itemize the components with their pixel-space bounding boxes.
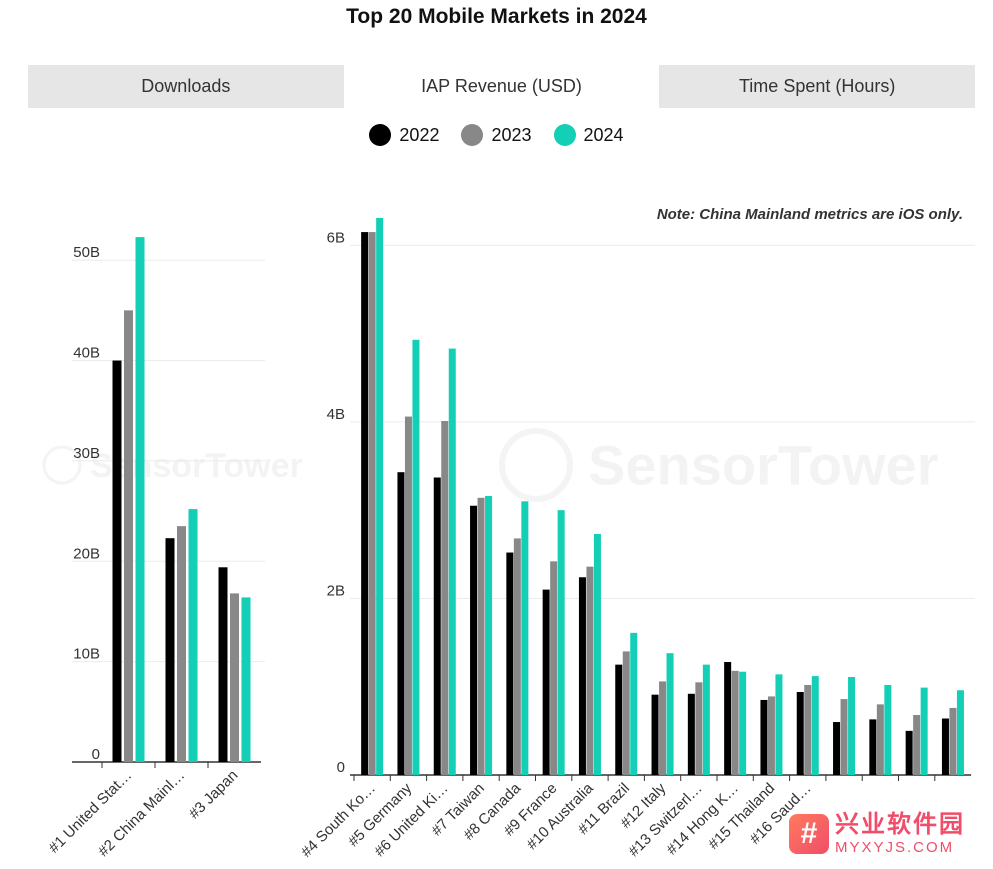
tab-time-spent[interactable]: Time Spent (Hours) (738, 76, 896, 96)
bar-2023-13 (804, 684, 812, 775)
bar-2023-5 (513, 538, 521, 775)
bar-2022-9 (651, 694, 659, 775)
y-tick-label: 2B (327, 582, 345, 599)
bar-2024-17 (956, 690, 964, 775)
legend-swatch-2024 (553, 124, 576, 146)
badge-url: MYXYJS.COM (835, 839, 955, 856)
legend: 2022 2023 2024 (0, 121, 993, 149)
bar-2022-1 (361, 232, 369, 775)
bar-2022-16 (905, 730, 913, 775)
bar-2022-3 (218, 567, 228, 762)
bar-2024-8 (630, 632, 638, 775)
bar-2024-7 (593, 533, 601, 775)
badge-text: 兴业软件园 (835, 811, 965, 838)
bar-2022-2 (165, 538, 175, 762)
watermark-icon (42, 445, 82, 485)
bar-2022-17 (941, 718, 949, 775)
y-tick-label: 0 (337, 759, 345, 776)
bar-2024-1 (135, 237, 145, 763)
bar-2023-9 (659, 681, 667, 775)
bar-2023-1 (368, 232, 376, 775)
bar-2023-12 (767, 696, 775, 775)
bar-2022-3 (433, 477, 441, 775)
bar-2022-14 (833, 722, 841, 775)
bar-2022-7 (578, 577, 586, 775)
bar-2024-3 (241, 597, 251, 762)
y-tick-label: 30B (73, 445, 100, 462)
y-tick-label: 20B (73, 545, 100, 562)
bar-2024-10 (702, 664, 710, 775)
bar-2023-17 (949, 707, 957, 775)
bar-2022-1 (112, 360, 122, 762)
y-tick-label: 0 (92, 746, 100, 763)
bar-2024-6 (557, 510, 565, 775)
legend-label-2022: 2022 (399, 124, 440, 145)
bar-2023-11 (731, 670, 739, 775)
bar-2022-4 (470, 505, 478, 775)
bar-2022-6 (542, 589, 550, 775)
bar-2024-11 (739, 671, 747, 775)
bar-2024-4 (485, 496, 493, 775)
bar-2024-1 (376, 217, 384, 775)
watermark-icon (498, 427, 574, 503)
bar-2024-5 (521, 501, 529, 775)
bar-2022-11 (724, 662, 732, 775)
site-badge: # 兴业软件园 MYXYJS.COM (789, 806, 987, 862)
y-tick-label: 10B (73, 646, 100, 663)
bar-2022-12 (760, 699, 768, 775)
bar-2023-2 (404, 416, 412, 775)
legend-item-2023[interactable]: 2023 (461, 124, 532, 146)
bar-2023-3 (441, 420, 449, 775)
category-label: #3 Japan (186, 767, 242, 823)
bar-2024-13 (811, 676, 819, 775)
hash-logo-icon: # (789, 814, 829, 854)
bar-2024-16 (920, 687, 928, 775)
chart-note: Note: China Mainland metrics are iOS onl… (657, 206, 963, 223)
y-tick-label: 4B (327, 406, 345, 423)
watermark-text: SensorTower (588, 434, 939, 497)
y-tick-label: 50B (73, 244, 100, 261)
legend-label-2023: 2023 (491, 124, 532, 145)
bar-2022-5 (506, 552, 514, 775)
bar-2023-16 (913, 714, 921, 775)
bar-2023-7 (586, 566, 594, 775)
y-tick-label: 6B (327, 229, 345, 246)
y-tick-label: 40B (73, 345, 100, 362)
bar-2023-3 (230, 593, 239, 762)
tab-iap-revenue[interactable]: IAP Revenue (USD) (343, 65, 660, 108)
bar-2022-10 (687, 693, 695, 775)
bar-2024-14 (848, 677, 856, 775)
legend-swatch-2023 (461, 124, 484, 146)
bar-2023-10 (695, 682, 703, 775)
bar-2024-12 (775, 674, 783, 775)
bar-2022-8 (615, 664, 623, 775)
bar-2023-2 (177, 526, 186, 762)
legend-label-2024: 2024 (583, 124, 624, 145)
bar-2023-6 (550, 561, 558, 775)
bar-2023-4 (477, 497, 485, 775)
legend-swatch-2022 (369, 124, 392, 146)
watermark-text: SensorTower (90, 447, 303, 485)
bar-2024-9 (666, 653, 674, 775)
bar-2024-2 (412, 339, 420, 775)
bar-2024-15 (884, 684, 892, 775)
metric-tabs: Downloads IAP Revenue (USD) Time Spent (… (28, 65, 975, 108)
legend-item-2022[interactable]: 2022 (369, 124, 439, 146)
bar-2022-13 (796, 692, 804, 775)
bar-2024-3 (448, 348, 456, 775)
bar-2023-14 (840, 699, 848, 775)
bar-2023-8 (622, 651, 630, 775)
bar-2024-2 (188, 509, 198, 762)
bar-2022-15 (869, 719, 877, 775)
tab-downloads[interactable]: Downloads (141, 76, 231, 96)
chart-title: Top 20 Mobile Markets in 2024 (346, 5, 647, 28)
bar-2023-1 (124, 310, 133, 762)
legend-item-2024[interactable]: 2024 (553, 124, 624, 146)
bar-2022-2 (397, 472, 405, 775)
bar-2023-15 (876, 704, 884, 775)
